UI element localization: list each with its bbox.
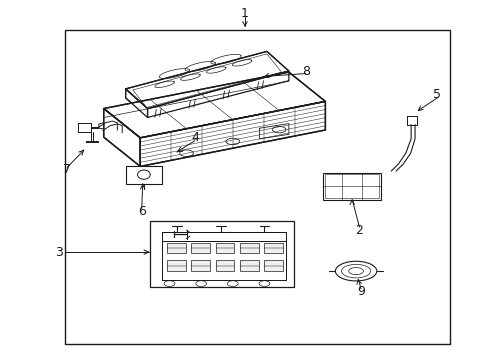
Bar — [65, 30, 450, 344]
Bar — [216, 260, 234, 271]
Text: 5: 5 — [434, 89, 441, 102]
Bar — [167, 243, 186, 253]
Polygon shape — [104, 109, 140, 166]
Polygon shape — [125, 51, 289, 109]
Text: 8: 8 — [302, 64, 310, 77]
Polygon shape — [104, 72, 325, 138]
Text: 6: 6 — [138, 204, 146, 217]
Bar — [150, 221, 294, 287]
Text: 1: 1 — [241, 8, 249, 21]
Bar — [192, 260, 210, 271]
Bar — [240, 243, 259, 253]
Polygon shape — [140, 102, 325, 166]
Bar — [167, 260, 186, 271]
Text: 7: 7 — [63, 163, 71, 176]
Text: 4: 4 — [191, 131, 199, 144]
Bar — [265, 260, 283, 271]
Polygon shape — [162, 241, 287, 280]
Bar — [323, 173, 381, 200]
Text: 3: 3 — [55, 246, 63, 258]
Polygon shape — [147, 71, 289, 117]
Bar — [192, 243, 210, 253]
Polygon shape — [162, 232, 287, 241]
Bar — [216, 243, 234, 253]
Text: 2: 2 — [356, 224, 364, 237]
Bar — [265, 243, 283, 253]
Text: 9: 9 — [357, 285, 365, 298]
Polygon shape — [125, 89, 147, 117]
Bar — [125, 166, 162, 184]
Bar — [240, 260, 259, 271]
Bar — [325, 174, 379, 198]
